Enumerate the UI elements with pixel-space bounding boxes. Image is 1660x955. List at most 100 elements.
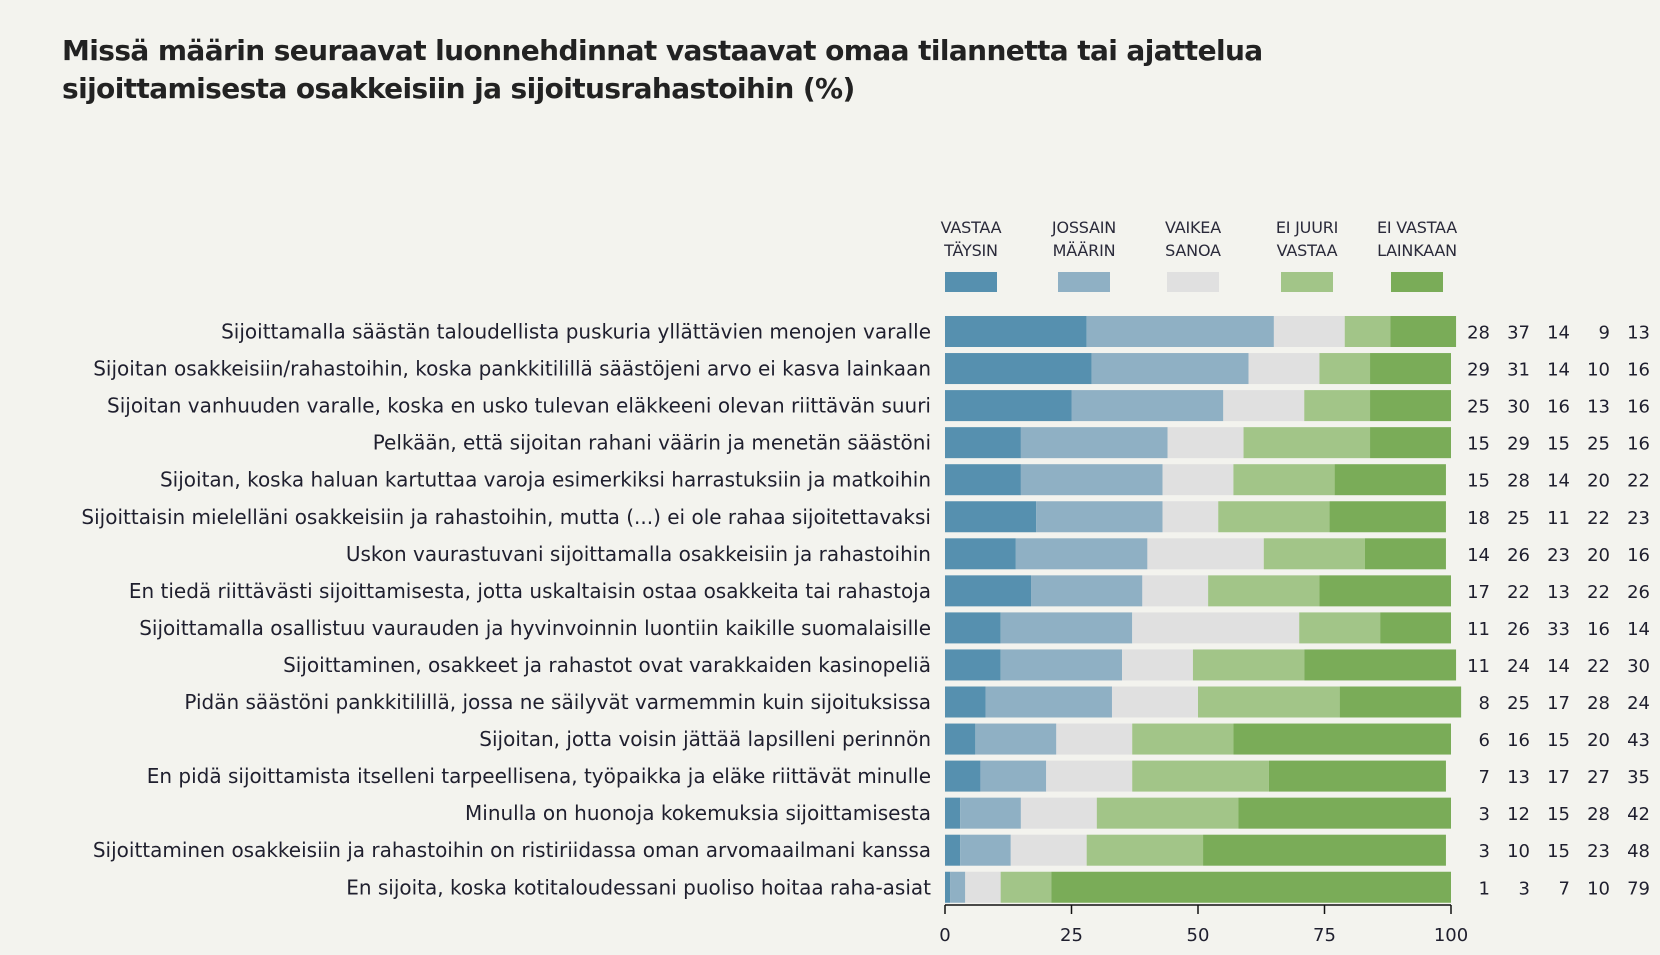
bar-segment — [945, 797, 961, 829]
bar-segment — [1273, 316, 1345, 347]
value-label: 25 — [1507, 508, 1530, 529]
legend-label-line: VASTAA — [1276, 241, 1338, 260]
value-label: 24 — [1627, 693, 1650, 714]
category-label: Sijoitan, jotta voisin jättää lapsilleni… — [479, 727, 931, 751]
bar-segment — [945, 464, 1021, 496]
bar-segment — [1010, 834, 1087, 866]
bar-segment — [1299, 612, 1381, 644]
value-label: 28 — [1507, 471, 1530, 492]
value-label: 17 — [1547, 767, 1570, 788]
value-label: 14 — [1467, 545, 1490, 566]
bar-segment — [1233, 464, 1335, 496]
bar-segment — [1192, 649, 1305, 681]
value-label: 11 — [1547, 508, 1570, 529]
chart-title: Missä määrin seuraavat luonnehdinnat vas… — [62, 32, 1462, 108]
bar-segment — [1339, 686, 1462, 718]
bar-segment — [1000, 649, 1123, 681]
value-label: 26 — [1627, 582, 1650, 603]
bar-segment — [1000, 612, 1133, 644]
legend-label-line: VAIKEA — [1165, 218, 1221, 237]
bar-segment — [980, 760, 1047, 792]
bar-segment — [945, 612, 1001, 644]
bar-segment — [945, 501, 1037, 533]
category-label: Sijoittaminen osakkeisiin ja rahastoihin… — [93, 838, 931, 862]
bar-segment — [975, 723, 1057, 755]
bar-segment — [945, 353, 1092, 385]
bar-segment — [1020, 464, 1163, 496]
value-label: 14 — [1627, 619, 1650, 640]
value-label: 16 — [1507, 730, 1530, 751]
value-label: 16 — [1627, 434, 1650, 455]
category-label: Sijoitan vanhuuden varalle, koska en usk… — [107, 394, 931, 418]
bar-segment — [1334, 464, 1446, 496]
x-tick-label: 0 — [939, 925, 950, 946]
value-label: 26 — [1507, 619, 1530, 640]
value-label: 33 — [1547, 619, 1570, 640]
bar-segment — [1132, 612, 1300, 644]
x-tick-label: 75 — [1313, 925, 1336, 946]
legend-item-ei-vastaa-lainkaan: EI VASTAA LAINKAAN — [1362, 216, 1472, 292]
bar-segment — [945, 834, 961, 866]
bar-segment — [1370, 353, 1451, 385]
value-label: 14 — [1547, 360, 1570, 381]
bar-segment — [1304, 649, 1457, 681]
category-label: Sijoitan, koska haluan kartuttaa varoja … — [160, 468, 931, 492]
x-tick-label: 25 — [1060, 925, 1083, 946]
category-label: Sijoittamalla osallistuu vaurauden ja hy… — [139, 616, 931, 640]
bar-segment — [1167, 427, 1244, 459]
bar-segment — [960, 797, 1021, 829]
value-label: 13 — [1587, 397, 1610, 418]
bar-segment — [1243, 427, 1371, 459]
legend-item-vaikea-sanoa: VAIKEA SANOA — [1138, 216, 1248, 292]
bar-segment — [1208, 575, 1320, 607]
bar-segment — [1319, 575, 1451, 607]
bar-segment — [1268, 760, 1446, 792]
bar-segment — [1162, 501, 1219, 533]
value-label: 14 — [1547, 656, 1570, 677]
legend-item-jossain-maarin: JOSSAIN MÄÄRIN — [1029, 216, 1139, 292]
value-label: 15 — [1547, 434, 1570, 455]
value-label: 25 — [1467, 397, 1490, 418]
category-label: Sijoittamalla säästän taloudellista pusk… — [221, 320, 931, 344]
bar-segment — [1370, 390, 1451, 422]
value-label: 3 — [1519, 878, 1530, 899]
bar-segment — [1132, 760, 1269, 792]
legend-swatch — [1167, 272, 1219, 292]
value-label: 15 — [1547, 804, 1570, 825]
value-label: 10 — [1587, 878, 1610, 899]
bar-segment — [945, 427, 1021, 459]
legend-label-line: EI JUURI — [1275, 218, 1339, 237]
value-label: 11 — [1467, 619, 1490, 640]
bar-segment — [1370, 427, 1451, 459]
legend-label-line: SANOA — [1165, 241, 1221, 260]
value-label: 22 — [1587, 508, 1610, 529]
value-label: 1 — [1479, 878, 1490, 899]
bar-segment — [1000, 871, 1052, 903]
bar-segment — [1238, 797, 1451, 829]
value-label: 22 — [1587, 582, 1610, 603]
value-label: 15 — [1467, 471, 1490, 492]
bar-segment — [945, 649, 1001, 681]
value-label: 16 — [1587, 619, 1610, 640]
value-label: 18 — [1467, 508, 1490, 529]
bar-segment — [1304, 390, 1371, 422]
value-label: 26 — [1507, 545, 1530, 566]
value-label: 20 — [1587, 545, 1610, 566]
category-label: En pidä sijoittamista itselleni tarpeell… — [147, 764, 931, 788]
value-label: 10 — [1587, 360, 1610, 381]
value-label: 7 — [1559, 878, 1570, 899]
value-label: 9 — [1599, 323, 1610, 344]
bar-segment — [1263, 538, 1365, 570]
bar-segment — [945, 871, 951, 903]
value-label: 10 — [1507, 841, 1530, 862]
value-label: 14 — [1547, 471, 1570, 492]
bar-segment — [945, 390, 1072, 422]
value-label: 12 — [1507, 804, 1530, 825]
bar-segment — [1122, 649, 1193, 681]
bar-segment — [1020, 797, 1097, 829]
value-label: 30 — [1627, 656, 1650, 677]
value-label: 16 — [1627, 545, 1650, 566]
bar-segment — [1162, 464, 1234, 496]
bar-segment — [945, 723, 976, 755]
